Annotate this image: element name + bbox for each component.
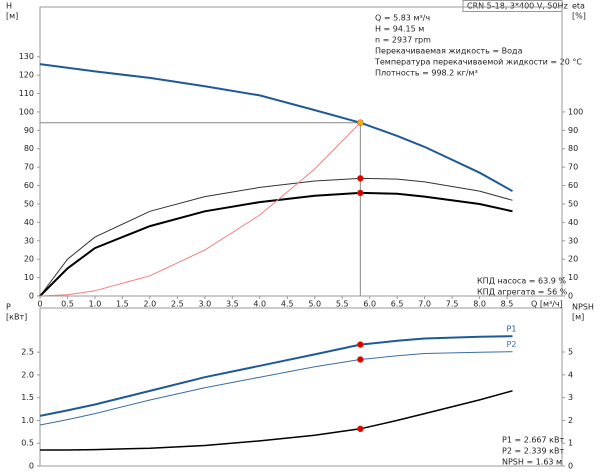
- x-tick-label: 6.0: [363, 300, 376, 309]
- y2-axis-unit: [%]: [572, 12, 586, 21]
- y2-tick-label: 0: [568, 462, 573, 471]
- y2-tick-label: 30: [568, 236, 578, 245]
- info-line: H = 94.15 м: [375, 25, 424, 34]
- info-line: Температура перекачиваемой жидкости = 20…: [374, 58, 582, 67]
- x-tick-label: 7.0: [418, 300, 431, 309]
- curve: [39, 63, 513, 192]
- curve: [39, 122, 361, 297]
- y-tick-label: 110: [19, 89, 34, 98]
- duty-marker: [357, 425, 364, 433]
- y-tick-label: 0: [29, 292, 34, 301]
- y2-tick-label: 4: [568, 370, 573, 379]
- y-axis-unit: [м]: [6, 12, 18, 21]
- y-tick-label: 40: [24, 218, 34, 227]
- x-tick-label: 1.5: [116, 300, 129, 309]
- y2-tick-label: 50: [568, 199, 578, 208]
- info-line: Q = 5.83 м³/ч: [375, 14, 430, 23]
- y-axis-label: P: [6, 303, 11, 312]
- y2-tick-label: 40: [568, 218, 578, 227]
- y-tick-label: 1.0: [21, 416, 34, 425]
- y-tick-label: 2.5: [21, 348, 34, 357]
- y-tick-label: 130: [19, 52, 34, 61]
- note: NPSH = 1.63 м: [502, 458, 562, 467]
- note: P2 = 2.339 кВт: [502, 447, 564, 456]
- note: P1 = 2.667 кВт: [502, 436, 564, 445]
- x-tick-label: 4.0: [253, 300, 266, 309]
- curve: [39, 335, 513, 417]
- duty-marker: [357, 189, 364, 197]
- y-tick-label: 80: [24, 144, 34, 153]
- plot-frame: [39, 307, 563, 467]
- curve-label: P2: [507, 340, 517, 349]
- x-tick-label: 2.5: [171, 300, 184, 309]
- y2-tick-label: 1: [568, 439, 573, 448]
- curve-label: P1: [507, 325, 517, 334]
- y2-tick-label: 100: [568, 107, 583, 116]
- y2-tick-label: 10: [568, 273, 578, 282]
- y2-axis-label: NPSH: [572, 303, 594, 312]
- y-tick-label: 0: [29, 462, 34, 471]
- curve: [39, 351, 513, 426]
- y2-tick-label: 70: [568, 163, 578, 172]
- x-tick-label: 8.0: [473, 300, 486, 309]
- y2-tick-label: 5: [568, 348, 573, 357]
- y-tick-label: 100: [19, 107, 34, 116]
- y-tick-label: 2.0: [21, 370, 34, 379]
- y-tick-label: 90: [24, 126, 34, 135]
- curve: [40, 390, 513, 451]
- y2-tick-label: 2: [568, 416, 573, 425]
- y2-tick-label: 20: [568, 255, 578, 264]
- curve: [39, 191, 513, 297]
- y-tick-label: 20: [24, 255, 34, 264]
- y2-axis-unit: [м]: [572, 313, 584, 322]
- info-line: Перекачиваемая жидкость = Вода: [375, 47, 523, 56]
- y-tick-label: 120: [19, 71, 34, 80]
- y-tick-label: 50: [24, 199, 34, 208]
- x-tick-label: 3.5: [226, 300, 239, 309]
- y-tick-label: 1.5: [21, 393, 34, 402]
- y-tick-label: 0.5: [21, 439, 34, 448]
- y-tick-label: 70: [24, 163, 34, 172]
- y-axis-unit: [кВт]: [6, 313, 27, 322]
- x-tick-label: 0: [37, 300, 42, 309]
- y2-axis-label: eta: [572, 2, 585, 11]
- curve: [39, 177, 513, 297]
- note: КПД насоса = 63.9 %: [477, 277, 566, 286]
- note: КПД агрегата = 56 %: [477, 288, 568, 297]
- y-tick-label: 60: [24, 181, 34, 190]
- y-axis-label: H: [6, 2, 12, 11]
- x-axis-label: Q [м³/ч]: [531, 300, 563, 309]
- x-tick-label: 2.0: [144, 300, 157, 309]
- x-tick-label: 4.5: [281, 300, 294, 309]
- y-tick-label: 30: [24, 236, 34, 245]
- duty-marker: [357, 341, 364, 348]
- y2-tick-label: 80: [568, 144, 578, 153]
- plot-frame: [39, 6, 563, 297]
- duty-marker: [357, 356, 364, 363]
- x-tick-label: 8.5: [501, 300, 514, 309]
- y2-tick-label: 3: [568, 393, 573, 402]
- info-line: n = 2937 rpm: [375, 36, 431, 45]
- x-tick-label: 6.5: [391, 300, 404, 309]
- title-box: [462, 0, 563, 12]
- x-tick-label: 7.5: [446, 300, 459, 309]
- y2-tick-label: 60: [568, 181, 578, 190]
- y2-tick-label: 0: [568, 292, 573, 301]
- x-tick-label: 5.0: [308, 300, 321, 309]
- duty-marker: [357, 175, 364, 182]
- x-tick-label: 0.5: [61, 300, 74, 309]
- x-tick-label: 3.0: [198, 300, 211, 309]
- y2-tick-label: 90: [568, 126, 578, 135]
- x-tick-label: 1.0: [89, 300, 102, 309]
- x-tick-label: 5.5: [336, 300, 349, 309]
- info-line: Плотность = 998.2 кг/м³: [375, 69, 478, 78]
- chart-title: CRN 5-18, 3*400 V, 50Hz: [467, 2, 568, 11]
- y-tick-label: 10: [24, 273, 34, 282]
